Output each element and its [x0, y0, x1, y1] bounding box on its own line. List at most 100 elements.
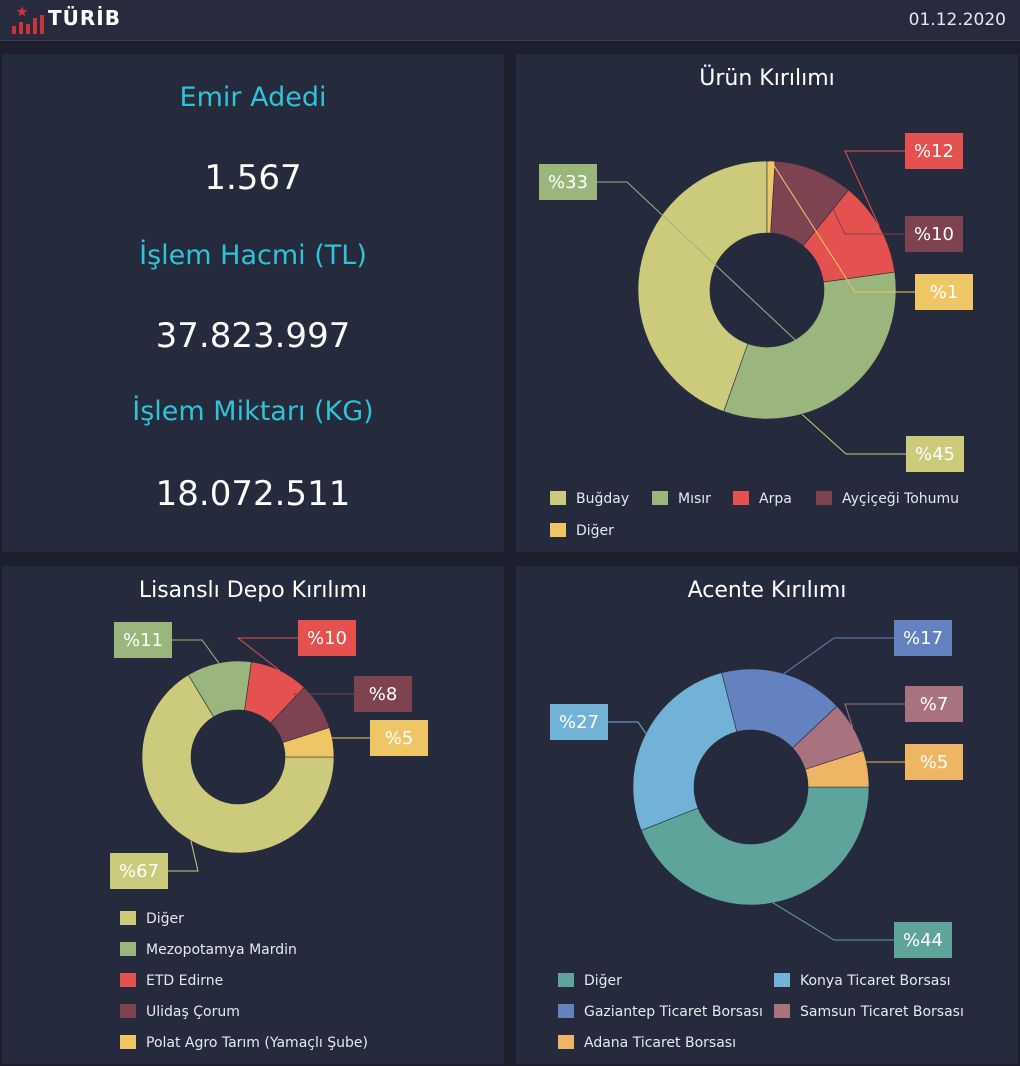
data-label: %1	[930, 282, 959, 303]
kpi-quantity-label: İşlem Miktarı (KG)	[132, 396, 374, 427]
leader-line	[168, 840, 199, 872]
legend-label: Buğday	[576, 491, 630, 507]
data-label-box	[550, 704, 608, 740]
leader-line	[844, 703, 905, 728]
data-label: %33	[548, 172, 588, 193]
legend-label: ETD Edirne	[146, 973, 224, 989]
kpi-order-count-value: 1.567	[204, 158, 302, 198]
legend-swatch	[774, 973, 790, 987]
slice-di-er	[640, 786, 870, 906]
product-breakdown-panel: Ürün Kırılımı %45 %33 %12 %10 %1 Buğday Mısır…	[516, 54, 1018, 552]
legend-swatch	[120, 911, 136, 925]
legend-item[interactable]: Diğer	[558, 972, 622, 990]
legend-swatch	[774, 1004, 790, 1018]
legend-item[interactable]: Ayçiçeği Tohumu	[816, 490, 959, 508]
data-label-box	[539, 164, 597, 200]
product-donut-chart: %45 %33 %12 %10 %1	[539, 133, 973, 472]
legend-swatch	[120, 942, 136, 956]
chart-title: Ürün Kırılımı	[699, 66, 835, 91]
data-label: %44	[903, 930, 943, 951]
leader-line	[783, 637, 894, 675]
data-label: %7	[920, 694, 949, 715]
chart-title: Lisanslı Depo Kırılımı	[138, 578, 368, 603]
legend-swatch	[120, 1035, 136, 1049]
data-label: %17	[903, 628, 943, 649]
top-bar: TÜRİB 01.12.2020	[0, 0, 1020, 41]
legend-swatch	[550, 523, 566, 537]
slice-bu-day	[637, 160, 768, 412]
legend-label: Arpa	[759, 491, 792, 507]
product-legend: Buğday Mısır Arpa Ayçiçeği Tohumu Diğer	[516, 54, 1018, 552]
turib-logo-icon	[12, 6, 44, 34]
legend-item[interactable]: Samsun Ticaret Borsası	[774, 1003, 964, 1021]
data-label: %11	[123, 630, 163, 651]
leader-line	[844, 150, 905, 227]
leader-line	[844, 761, 905, 770]
legend-label: Konya Ticaret Borsası	[800, 973, 951, 989]
legend-label: Mezopotamya Mardin	[146, 942, 297, 958]
agency-legend: Diğer Konya Ticaret Borsası Gaziantep Tica…	[516, 566, 1018, 1064]
data-label: %10	[914, 224, 954, 245]
legend-label: Samsun Ticaret Borsası	[800, 1004, 964, 1020]
data-label-box	[894, 620, 952, 656]
legend-swatch	[652, 491, 668, 505]
slice-konya-ticaret-borsas-	[632, 672, 738, 831]
legend-item[interactable]: Diğer	[550, 522, 614, 540]
data-label: %27	[559, 712, 599, 733]
slice-polat-agro-tar-m-yama-l-ube-	[282, 727, 335, 758]
chart-title: Acente Kırılımı	[687, 578, 847, 603]
legend-item[interactable]: Konya Ticaret Borsası	[774, 972, 951, 990]
logo-text: TÜRİB	[48, 6, 121, 30]
leader-line	[236, 637, 298, 671]
data-label-box	[354, 676, 412, 712]
slice-di-er	[766, 160, 776, 234]
slice-adana-ticaret-borsas-	[804, 750, 870, 788]
slice-di-er	[141, 674, 335, 854]
legend-label: Diğer	[146, 911, 184, 927]
legend-swatch	[120, 1004, 136, 1018]
leader-line	[770, 160, 915, 293]
report-date: 01.12.2020	[908, 10, 1006, 30]
legend-item[interactable]: Buğday	[550, 490, 629, 508]
slice-m-s-r	[723, 271, 897, 420]
data-label-box	[894, 922, 952, 958]
legend-item[interactable]: Arpa	[733, 490, 792, 508]
legend-swatch	[558, 973, 574, 987]
leader-line	[608, 721, 647, 734]
leader-line	[772, 902, 894, 941]
legend-label: Ulidaş Çorum	[146, 1004, 240, 1020]
data-label-box	[298, 620, 356, 656]
leader-line	[172, 639, 220, 664]
legend-item[interactable]: Ulidaş Çorum	[120, 1003, 240, 1021]
data-label-box	[905, 133, 963, 169]
legend-swatch	[550, 491, 566, 505]
legend-item[interactable]: ETD Edirne	[120, 972, 223, 990]
data-label: %10	[307, 628, 347, 649]
data-label: %5	[920, 752, 949, 773]
legend-swatch	[558, 1004, 574, 1018]
legend-item[interactable]: Diğer	[120, 910, 184, 928]
legend-label: Adana Ticaret Borsası	[584, 1035, 736, 1051]
data-label: %12	[914, 141, 954, 162]
data-label: %45	[915, 444, 955, 465]
legend-label: Ayçiçeği Tohumu	[842, 491, 960, 507]
data-label-box	[114, 622, 172, 658]
data-label: %8	[369, 684, 398, 705]
data-label-box	[905, 744, 963, 780]
legend-swatch	[558, 1035, 574, 1049]
data-label-box	[905, 216, 963, 252]
legend-item[interactable]: Adana Ticaret Borsası	[558, 1034, 736, 1052]
warehouse-donut-chart: %67 %11 %10 %8 %5	[110, 620, 428, 889]
data-label-box	[370, 720, 428, 756]
legend-swatch	[816, 491, 832, 505]
legend-item[interactable]: Polat Agro Tarım (Yamaçlı Şube)	[120, 1034, 368, 1052]
data-label-box	[915, 274, 973, 310]
data-label-box	[110, 853, 168, 889]
legend-item[interactable]: Mısır	[652, 490, 711, 508]
legend-label: Polat Agro Tarım (Yamaçlı Şube)	[146, 1035, 368, 1051]
legend-item[interactable]: Mezopotamya Mardin	[120, 941, 297, 959]
data-label-box	[905, 686, 963, 722]
legend-label: Diğer	[576, 523, 614, 539]
legend-item[interactable]: Gaziantep Ticaret Borsası	[558, 1003, 763, 1021]
leader-line	[309, 737, 370, 743]
